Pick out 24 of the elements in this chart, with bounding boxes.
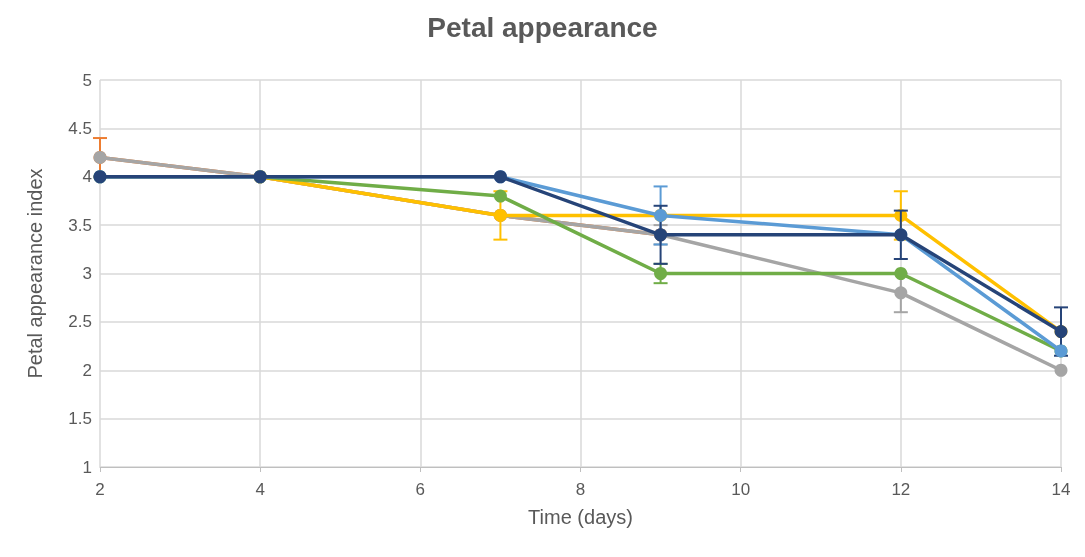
y-tick-label: 3: [82, 264, 92, 283]
x-tick-label: 8: [575, 480, 586, 499]
x-tick-label: 12: [891, 480, 911, 499]
y-axis-title: Petal appearance index: [24, 168, 46, 379]
x-tick-label: 4: [255, 480, 265, 499]
y-tick-label: 4: [82, 167, 92, 187]
point: [1054, 363, 1068, 377]
point: [493, 189, 507, 203]
chart-title: Petal appearance: [427, 11, 658, 43]
x-tick-label: 6: [415, 480, 426, 499]
y-tick-label: 2.5: [68, 312, 92, 332]
x-axis-title: Time (days): [528, 506, 633, 528]
x-tick-label: 10: [731, 480, 751, 499]
point: [894, 267, 908, 280]
y-tick-label: 3.5: [68, 215, 92, 235]
y-tick-label: 2: [82, 360, 92, 380]
y-tick-label: 4.5: [68, 118, 92, 138]
y-tick-label: 5: [82, 70, 92, 90]
y-tick-label: 1: [82, 457, 92, 477]
point: [894, 286, 908, 300]
point: [654, 267, 668, 280]
x-tick-label: 14: [1051, 480, 1071, 499]
y-tick-label: 1.5: [68, 409, 92, 429]
x-tick-label: 2: [95, 480, 105, 499]
